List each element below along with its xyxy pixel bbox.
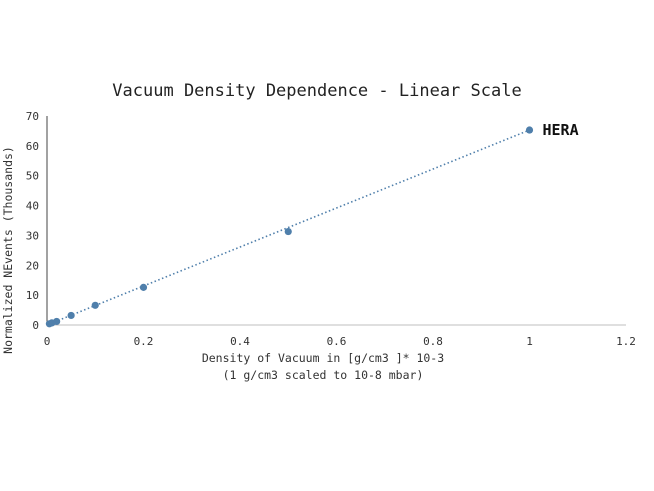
x-axis-label-line2: (1 g/cm3 scaled to 10-8 mbar) xyxy=(223,368,424,382)
data-point xyxy=(91,301,99,309)
data-point xyxy=(284,227,292,236)
data-points xyxy=(45,126,534,328)
data-point xyxy=(67,311,75,320)
y-axis-label: Normalized NEvents (Thousands) xyxy=(1,146,15,354)
data-point xyxy=(53,317,61,326)
y-tick-label: 70 xyxy=(26,110,39,123)
y-tick-label: 20 xyxy=(26,259,39,272)
chart-title: Vacuum Density Dependence - Linear Scale xyxy=(112,81,521,101)
y-tick-label: 60 xyxy=(26,140,39,153)
annotation-label: HERA xyxy=(543,121,579,139)
y-tick-label: 50 xyxy=(26,170,39,183)
x-tick-labels: 0 0.2 0.4 0.6 0.8 1 1.2 xyxy=(44,335,636,348)
axes xyxy=(46,116,626,326)
x-tick-label: 1.2 xyxy=(616,335,636,348)
annotations: HERA xyxy=(543,121,579,139)
x-tick-label: 0.6 xyxy=(327,335,347,348)
trendline xyxy=(46,129,530,326)
y-tick-label: 40 xyxy=(26,200,39,213)
trendline-group xyxy=(46,129,530,326)
x-tick-label: 0.4 xyxy=(230,335,250,348)
x-axis-label: Density of Vacuum in [g/cm3 ]* 10-3 xyxy=(202,351,444,365)
y-tick-label: 0 xyxy=(32,319,39,332)
y-tick-labels: 0 10 20 30 40 50 60 70 xyxy=(26,110,39,332)
data-point xyxy=(525,126,534,134)
x-tick-label: 1 xyxy=(526,335,533,348)
x-tick-label: 0.2 xyxy=(134,335,154,348)
y-tick-label: 30 xyxy=(26,229,39,242)
x-tick-label: 0.8 xyxy=(423,335,443,348)
y-tick-label: 10 xyxy=(26,289,39,302)
data-point xyxy=(139,283,148,291)
x-tick-label: 0 xyxy=(44,335,51,348)
